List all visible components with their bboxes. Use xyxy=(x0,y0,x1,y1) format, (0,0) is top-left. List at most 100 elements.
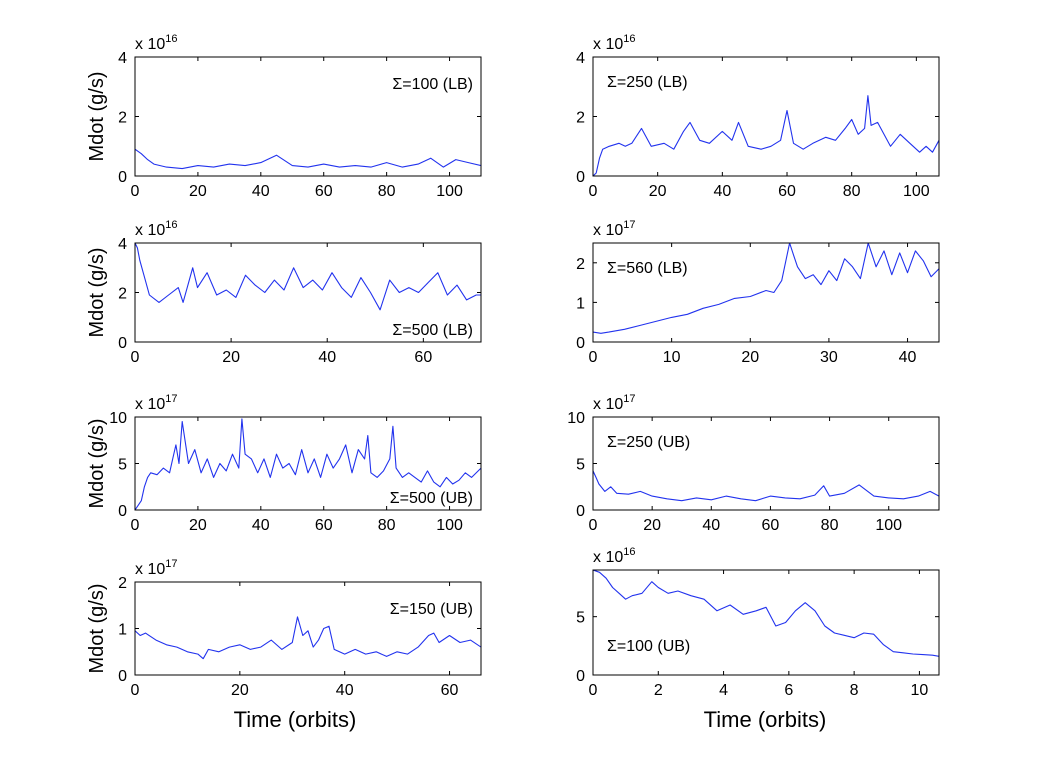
chart-panel-2: 0 20 40 60 80 100 0 2 4 x 1016 Σ=250 (LB) xyxy=(576,33,940,200)
y-tick-label: 0 xyxy=(576,668,585,685)
axis-multiplier-base: x 10 xyxy=(593,36,623,53)
axis-multiplier-exponent: 17 xyxy=(165,393,177,405)
axis-multiplier-base: x 10 xyxy=(135,561,165,578)
x-tick-label: 0 xyxy=(131,682,140,699)
x-tick-label: 0 xyxy=(131,349,140,366)
x-tick-label: 10 xyxy=(911,682,929,699)
axis-multiplier: x 1017 xyxy=(593,393,636,413)
series-annotation: Σ=560 (LB) xyxy=(607,260,688,277)
y-tick-label: 2 xyxy=(118,286,127,303)
y-tick-label: 4 xyxy=(118,236,127,253)
x-tick-label: 0 xyxy=(589,682,598,699)
series-annotation: Σ=100 (LB) xyxy=(392,76,473,93)
y-tick-label: 5 xyxy=(576,457,585,474)
axis-multiplier-exponent: 17 xyxy=(623,219,635,231)
axis-multiplier-exponent: 17 xyxy=(165,558,177,570)
chart-panel-8: 0 2 4 6 8 10 0 5 x 1016 Σ=100 (UB) xyxy=(576,546,940,699)
x-tick-label: 20 xyxy=(231,682,249,699)
x-tick-label: 6 xyxy=(784,682,793,699)
axis-multiplier-exponent: 16 xyxy=(165,219,177,231)
axis-multiplier: x 1016 xyxy=(135,33,178,53)
series-annotation: Σ=500 (UB) xyxy=(390,490,473,507)
series-line-1 xyxy=(135,243,481,311)
x-tick-label: 40 xyxy=(318,349,336,366)
x-tick-label: 20 xyxy=(189,517,207,534)
x-tick-label: 0 xyxy=(589,517,598,534)
series-annotation: Σ=100 (UB) xyxy=(607,638,690,655)
x-tick-label: 40 xyxy=(702,517,720,534)
y-tick-label: 0 xyxy=(118,668,127,685)
x-tick-label: 2 xyxy=(654,682,663,699)
chart-panel-5: 0 20 40 60 80 100 0 5 10 x 1017 Σ=500 (UB) Mdot (g/… xyxy=(86,393,482,534)
x-tick-label: 8 xyxy=(850,682,859,699)
axis-multiplier-exponent: 16 xyxy=(623,33,635,45)
axis-multiplier-base: x 10 xyxy=(135,36,165,53)
y-tick-label: 2 xyxy=(118,110,127,127)
y-tick-label: 10 xyxy=(109,410,127,427)
x-tick-label: 40 xyxy=(252,183,270,200)
axis-multiplier: x 1017 xyxy=(135,393,178,413)
y-tick-label: 0 xyxy=(118,335,127,352)
axis-multiplier-base: x 10 xyxy=(135,396,165,413)
x-axis-label-right: Time (orbits) xyxy=(704,707,827,732)
chart-panel-3: 0 20 40 60 0 2 4 x 1016 Σ=500 (LB) Mdot (g/s) xyxy=(86,219,482,366)
x-tick-label: 100 xyxy=(903,183,930,200)
y-axis-label: Mdot (g/s) xyxy=(86,583,108,673)
x-tick-label: 60 xyxy=(778,183,796,200)
y-tick-label: 1 xyxy=(118,622,127,639)
axis-multiplier-base: x 10 xyxy=(135,222,165,239)
y-tick-label: 2 xyxy=(576,110,585,127)
y-tick-label: 1 xyxy=(576,295,585,312)
x-tick-label: 40 xyxy=(713,183,731,200)
x-tick-label: 60 xyxy=(441,682,459,699)
x-tick-label: 80 xyxy=(378,517,396,534)
axes-frame xyxy=(592,242,940,343)
series-line-1 xyxy=(593,95,939,176)
x-tick-label: 20 xyxy=(643,517,661,534)
x-tick-label: 40 xyxy=(899,349,917,366)
chart-panel-4: 0 10 20 30 40 0 1 2 x 1017 Σ=560 (LB) xyxy=(576,219,940,366)
series-annotation: Σ=250 (UB) xyxy=(607,434,690,451)
chart-panel-6: 0 20 40 60 80 100 0 5 10 x 1017 Σ=250 (UB) xyxy=(567,393,940,534)
axis-multiplier-base: x 10 xyxy=(593,222,623,239)
series-annotation: Σ=500 (LB) xyxy=(392,322,473,339)
y-tick-label: 10 xyxy=(567,410,585,427)
axis-multiplier: x 1016 xyxy=(135,219,178,239)
series-annotation: Σ=250 (LB) xyxy=(607,74,688,91)
y-axis-label: Mdot (g/s) xyxy=(86,418,108,508)
x-tick-label: 20 xyxy=(189,183,207,200)
x-tick-label: 60 xyxy=(762,517,780,534)
axes-frame xyxy=(592,569,940,676)
x-tick-label: 0 xyxy=(131,517,140,534)
x-tick-label: 100 xyxy=(875,517,902,534)
series-annotation: Σ=150 (UB) xyxy=(390,601,473,618)
y-tick-label: 0 xyxy=(576,503,585,520)
y-tick-label: 4 xyxy=(118,50,127,67)
y-tick-label: 0 xyxy=(576,169,585,186)
x-tick-label: 60 xyxy=(315,517,333,534)
series-line-1 xyxy=(593,470,939,502)
axis-multiplier-base: x 10 xyxy=(593,396,623,413)
series-line-1 xyxy=(135,148,481,170)
x-tick-label: 4 xyxy=(719,682,728,699)
axis-multiplier-exponent: 17 xyxy=(623,393,635,405)
y-axis-label: Mdot (g/s) xyxy=(86,71,108,161)
x-tick-label: 40 xyxy=(252,517,270,534)
axis-multiplier-exponent: 16 xyxy=(623,546,635,558)
x-tick-label: 0 xyxy=(589,349,598,366)
axis-multiplier: x 1017 xyxy=(593,219,636,239)
chart-panel-1: 0 20 40 60 80 100 0 2 4 x 1016 Σ=100 (LB) Mdot (g/s… xyxy=(86,33,482,200)
y-tick-label: 5 xyxy=(576,610,585,627)
x-tick-label: 30 xyxy=(820,349,838,366)
chart-panel-7: 0 20 40 60 0 1 2 x 1017 Σ=150 (UB) Mdot (g/s) xyxy=(86,558,482,699)
x-tick-label: 0 xyxy=(131,183,140,200)
y-tick-label: 0 xyxy=(576,335,585,352)
axis-multiplier: x 1017 xyxy=(135,558,178,578)
x-tick-label: 40 xyxy=(336,682,354,699)
x-tick-label: 80 xyxy=(821,517,839,534)
x-tick-label: 20 xyxy=(222,349,240,366)
series-line-1 xyxy=(593,243,939,334)
